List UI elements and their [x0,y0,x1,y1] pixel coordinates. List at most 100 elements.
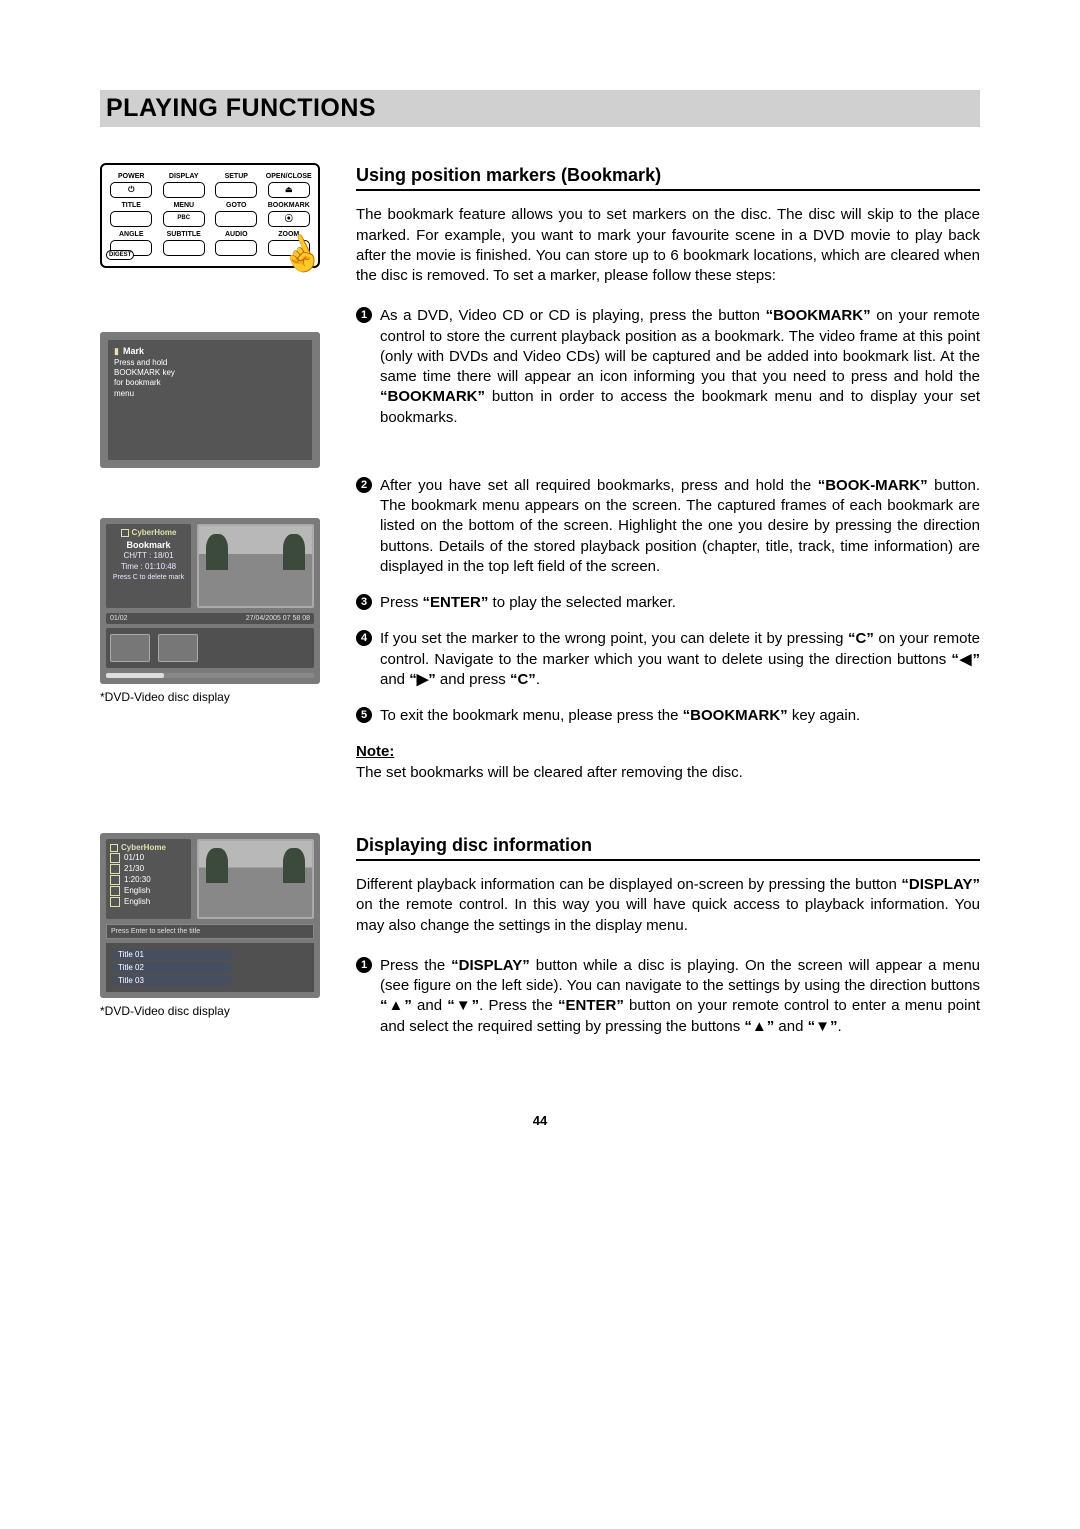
osd-bookmark-caption: *DVD-Video disc display [100,690,320,704]
right-column-bookmark: Using position markers (Bookmark) The bo… [356,163,980,813]
bookmark-step: 3Press “ENTER” to play the selected mark… [356,593,980,613]
step-number-icon: 2 [356,477,372,493]
remote-button-wrap: SUBTITLE [161,231,208,256]
osd-display-screen: CyberHome 01/1021/301:20:30EnglishEnglis… [100,833,320,998]
osd-status-right: 27/04/2005 07 58 08 [246,615,310,622]
remote-button-label: ANGLE [108,231,155,238]
osd-mark-line: Press and hold [114,358,306,368]
osd-thumbnail-strip [106,628,314,668]
step-number-icon: 1 [356,307,372,323]
remote-button: PBC [163,211,205,227]
osd-display-item: English [110,886,187,896]
remote-button-wrap: SETUP [213,173,260,198]
remote-button [215,240,257,256]
remote-diagram: POWER ⏻ DISPLAY SETUP OPEN/CLOSE⏏ TITLE MENU PB… [100,163,320,268]
step-text: If you set the marker to the wrong point… [380,629,980,690]
remote-button-wrap: TITLE [108,202,155,227]
remote-button-label: SETUP [213,173,260,180]
osd-bookmark-screen: CyberHome Bookmark CH/TT : 18/01 Time : … [100,518,320,684]
step-text: After you have set all required bookmark… [380,476,980,577]
remote-button [110,211,152,227]
remote-button-label: BOOKMARK [266,202,313,209]
osd-display-item: 01/10 [110,853,187,863]
page-number: 44 [100,1113,980,1128]
osd-status-left: 01/02 [110,615,128,622]
osd-mark-line: for bookmark [114,378,306,388]
step-text: As a DVD, Video CD or CD is playing, pre… [380,306,980,428]
osd-hint: Press C to delete mark [110,573,187,582]
remote-button-wrap: POWER ⏻ [108,173,155,198]
note-box: Note: The set bookmarks will be cleared … [356,742,980,783]
remote-button [215,182,257,198]
right-column-display: Displaying disc information Different pl… [356,833,980,1053]
note-text: The set bookmarks will be cleared after … [356,764,743,781]
step-text: Press “ENTER” to play the selected marke… [380,593,980,613]
remote-button [163,182,205,198]
osd-mark-line: menu [114,389,306,399]
osd-display-caption: *DVD-Video disc display [100,1004,320,1018]
bookmark-step: 4 If you set the marker to the wrong poin… [356,629,980,690]
bookmark-step: 2 After you have set all required bookmar… [356,476,980,577]
bookmark-step: 1 As a DVD, Video CD or CD is playing, pr… [356,306,980,428]
page-title-bar: PLAYING FUNCTIONS [100,90,980,127]
osd-chtt: CH/TT : 18/01 [110,551,187,562]
remote-button-label: POWER [108,173,155,180]
osd-item-icon [110,864,120,874]
osd-item-icon [110,853,120,863]
osd-title-item: Title 01 [112,949,232,960]
remote-button-label: DISPLAY [161,173,208,180]
remote-button-label: MENU [161,202,208,209]
display-section-row: CyberHome 01/1021/301:20:30EnglishEnglis… [100,833,980,1053]
osd-display-item: English [110,897,187,907]
left-column-display: CyberHome 01/1021/301:20:30EnglishEnglis… [100,833,320,1053]
osd-mark-screen: Mark Press and holdBOOKMARK keyfor bookm… [100,332,320,468]
step-text: Press the “DISPLAY” button while a disc … [380,956,980,1037]
remote-button [163,240,205,256]
osd-preview-image [197,524,314,608]
remote-button-wrap: AUDIO [213,231,260,256]
remote-button-label: GOTO [213,202,260,209]
remote-button-wrap: MENU PBC [161,202,208,227]
remote-button-label: TITLE [108,202,155,209]
osd-thumbnail [158,634,198,662]
note-label: Note: [356,743,394,760]
display-heading: Displaying disc information [356,833,980,861]
bookmark-step: 5 To exit the bookmark menu, please press… [356,706,980,726]
osd-brand: CyberHome [132,528,177,537]
display-intro: Different playback information can be di… [356,875,980,936]
osd-title-item: Title 03 [112,975,232,986]
osd-thumbnail [110,634,150,662]
osd-item-icon [110,897,120,907]
remote-button: ⏏ [268,182,310,198]
step-number-icon: 4 [356,630,372,646]
step-number-icon: 1 [356,957,372,973]
remote-button-wrap: OPEN/CLOSE⏏ [266,173,313,198]
bookmark-section-row: POWER ⏻ DISPLAY SETUP OPEN/CLOSE⏏ TITLE MENU PB… [100,163,980,813]
display-step: 1 Press the “DISPLAY” button while a disc… [356,956,980,1037]
bookmark-heading: Using position markers (Bookmark) [356,163,980,191]
step-number-icon: 5 [356,707,372,723]
remote-button: ⦿ [268,211,310,227]
osd-bookmark-title: Bookmark [110,539,187,551]
osd-mark-title: Mark [123,346,144,356]
remote-button-label: SUBTITLE [161,231,208,238]
step-text: To exit the bookmark menu, please press … [380,706,980,726]
remote-digest-button: DIGEST [106,250,134,260]
osd-item-icon [110,875,120,885]
osd-title-item: Title 02 [112,962,232,973]
remote-button-label: AUDIO [213,231,260,238]
bookmark-intro: The bookmark feature allows you to set m… [356,205,980,286]
remote-button-wrap: BOOKMARK ⦿ [266,202,313,227]
osd-preview-image [197,839,314,919]
osd-display-item: 21/30 [110,864,187,874]
osd-display-hint: Press Enter to select the title [106,924,314,939]
osd-time: Time : 01:10:48 [110,562,187,573]
remote-button-wrap: GOTO [213,202,260,227]
osd-brand: CyberHome [121,843,166,852]
remote-button: ⏻ [110,182,152,198]
osd-item-icon [110,886,120,896]
left-column: POWER ⏻ DISPLAY SETUP OPEN/CLOSE⏏ TITLE MENU PB… [100,163,320,813]
osd-display-item: 1:20:30 [110,875,187,885]
remote-button-wrap: DISPLAY [161,173,208,198]
osd-progress-bar [106,673,314,678]
